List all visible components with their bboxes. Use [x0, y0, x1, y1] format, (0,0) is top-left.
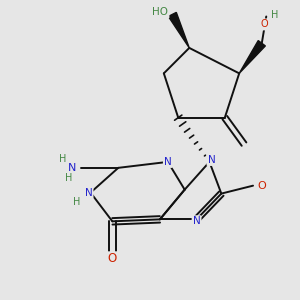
Text: N: N [164, 157, 172, 167]
Text: H: H [65, 173, 72, 183]
Text: O: O [108, 253, 117, 266]
Text: N: N [68, 163, 77, 173]
Text: O: O [260, 20, 268, 29]
Polygon shape [168, 12, 189, 48]
Text: HO: HO [152, 8, 168, 17]
Text: N: N [208, 155, 215, 165]
Polygon shape [239, 40, 266, 74]
Text: H: H [271, 10, 279, 20]
Text: O: O [257, 181, 266, 191]
Text: N: N [85, 188, 92, 198]
Text: H: H [59, 154, 67, 164]
Text: N: N [193, 216, 200, 226]
Text: H: H [73, 196, 80, 206]
